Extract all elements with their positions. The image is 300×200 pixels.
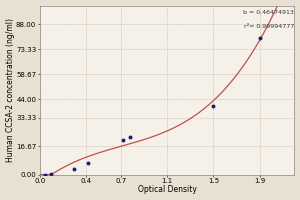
Point (257, 36, 262, 40)
Text: b = 0.46474913: b = 0.46474913 (243, 10, 294, 15)
Point (86, 162, 91, 165)
Y-axis label: Human CCSA-2 concentration (ng/ml): Human CCSA-2 concentration (ng/ml) (6, 18, 15, 162)
Text: r²= 0.99994777: r²= 0.99994777 (244, 24, 294, 29)
Point (121, 139, 125, 142)
Point (43, 173, 48, 176)
Point (211, 105, 216, 108)
Point (72, 167, 77, 170)
X-axis label: Optical Density: Optical Density (138, 185, 197, 194)
Point (128, 135, 132, 139)
Point (49, 172, 54, 175)
